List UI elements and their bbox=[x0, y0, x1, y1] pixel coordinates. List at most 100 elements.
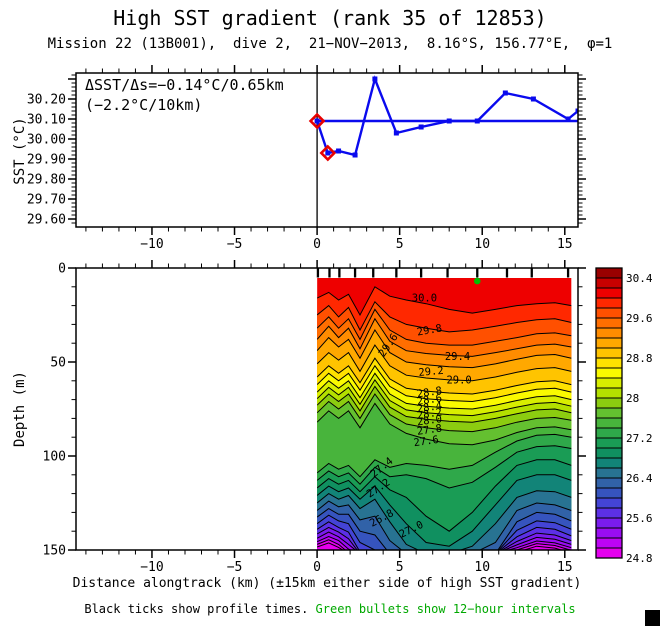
x-tick-label: 10 bbox=[474, 237, 490, 252]
colorbar-cell bbox=[595, 327, 623, 339]
colorbar-label: 24.8 bbox=[626, 552, 653, 565]
caption-green-bullets: Green bullets show 12−hour intervals bbox=[308, 602, 576, 616]
colorbar-cell bbox=[595, 377, 623, 389]
contour-line bbox=[317, 286, 572, 317]
contour-line bbox=[317, 317, 572, 357]
colorbar-cell bbox=[595, 387, 623, 399]
colorbar-cell bbox=[595, 487, 623, 499]
colorbar-frame bbox=[595, 267, 623, 559]
colorbar-label: 25.6 bbox=[626, 512, 653, 525]
colorbar-cell bbox=[595, 277, 623, 289]
contour-line bbox=[317, 526, 572, 550]
y-tick-label: 29.80 bbox=[27, 173, 66, 188]
contour-label: 28.2 bbox=[416, 406, 443, 421]
colorbar-cell bbox=[595, 527, 623, 539]
colorbar-cell bbox=[595, 447, 623, 459]
x-tick-label: 15 bbox=[557, 237, 573, 252]
contour-line bbox=[317, 514, 572, 550]
colorbar-label: 26.4 bbox=[626, 472, 653, 485]
x-tick-label: 5 bbox=[396, 237, 404, 252]
x-tick-label: 15 bbox=[557, 560, 573, 575]
colorbar-cell bbox=[595, 457, 623, 469]
gradient-annotation-line1: ΔSST/Δs=−0.14°C/0.65km bbox=[85, 76, 284, 94]
x-axis-title: Distance alongtrack (km) (±15km either s… bbox=[72, 576, 582, 591]
twelve-hour-bullet bbox=[473, 277, 481, 285]
x-tick-label: 0 bbox=[313, 560, 321, 575]
colorbar-cell bbox=[595, 507, 623, 519]
contour-line bbox=[317, 459, 572, 532]
x-tick-label: 5 bbox=[396, 560, 404, 575]
gradient-annotation-line2: (−2.2°C/10km) bbox=[85, 96, 203, 114]
contour-band bbox=[317, 515, 572, 550]
y-tick-label: 0 bbox=[58, 262, 66, 277]
x-tick-label: −10 bbox=[140, 560, 163, 575]
series-marker bbox=[372, 76, 378, 82]
series-marker bbox=[502, 90, 508, 96]
panel-frame bbox=[75, 72, 579, 228]
colorbar-cell bbox=[595, 477, 623, 489]
y-tick-label: 30.00 bbox=[27, 133, 66, 148]
highlight-diamond bbox=[308, 112, 326, 130]
contour-line bbox=[317, 357, 572, 395]
series-line bbox=[315, 75, 578, 157]
y-tick-label: 29.70 bbox=[27, 193, 66, 208]
contour-line bbox=[317, 474, 572, 547]
contour-label: 28.6 bbox=[416, 392, 443, 407]
colorbar: 30.4 29.6 28.8 28 27.2 26.4 25.6 24.8 bbox=[595, 267, 653, 565]
colorbar-cell bbox=[595, 317, 623, 329]
colorbar-cell bbox=[595, 497, 623, 509]
series-marker bbox=[530, 96, 536, 102]
colorbar-label: 29.6 bbox=[626, 312, 653, 325]
depth-y-axis-title: Depth (m) bbox=[12, 371, 28, 447]
sst-y-axis-title: SST (°C) bbox=[12, 117, 28, 185]
highlight-diamond bbox=[319, 144, 337, 162]
contour-line bbox=[317, 393, 572, 433]
series-marker bbox=[575, 108, 578, 114]
colorbar-cell bbox=[595, 297, 623, 309]
colorbar-cell bbox=[595, 337, 623, 349]
colorbar-label: 30.4 bbox=[626, 272, 653, 285]
series-marker bbox=[325, 150, 331, 156]
contour-label: 29.8 bbox=[416, 322, 443, 338]
colorbar-cell bbox=[595, 427, 623, 439]
contour-line bbox=[317, 531, 572, 550]
series-marker bbox=[446, 118, 452, 124]
contour-label: 29.2 bbox=[418, 365, 444, 379]
contour-line bbox=[317, 490, 572, 550]
page-subtitle: Mission 22 (13B001), dive 2, 21−NOV−2013… bbox=[47, 36, 613, 52]
contour-line bbox=[317, 539, 571, 550]
contour-label: 30.0 bbox=[412, 293, 437, 305]
y-tick-label: 150 bbox=[43, 544, 66, 559]
series-marker bbox=[418, 124, 424, 130]
colorbar-cell bbox=[595, 407, 623, 419]
contour-band bbox=[317, 508, 572, 550]
colorbar-cell bbox=[595, 467, 623, 479]
panel-frame bbox=[75, 267, 579, 551]
colorbar-cell bbox=[595, 517, 623, 529]
contour-line bbox=[317, 364, 572, 403]
y-tick-label: 29.90 bbox=[27, 153, 66, 168]
x-tick-label: −10 bbox=[140, 237, 163, 252]
y-tick-label: 50 bbox=[50, 356, 66, 371]
colorbar-label: 27.2 bbox=[626, 432, 653, 445]
x-tick-label: 10 bbox=[474, 560, 490, 575]
y-tick-label: 30.10 bbox=[27, 113, 66, 128]
x-tick-label: −5 bbox=[227, 560, 243, 575]
contour-label: 29.4 bbox=[445, 351, 470, 363]
figure-caption: Black ticks show profile times. Green bu… bbox=[0, 602, 660, 616]
contour-line bbox=[317, 300, 572, 333]
caption-black-ticks: Black ticks show profile times. bbox=[84, 602, 309, 616]
colorbar-cell bbox=[595, 397, 623, 409]
colorbar-cell bbox=[595, 537, 623, 549]
contour-bands bbox=[317, 277, 572, 550]
contour-label: 27.6 bbox=[413, 434, 440, 449]
colorbar-cell bbox=[595, 437, 623, 449]
colorbar-cell bbox=[595, 347, 623, 359]
y-tick-label: 30.20 bbox=[27, 93, 66, 108]
contour-label: 29.0 bbox=[446, 374, 471, 386]
series-marker bbox=[352, 152, 358, 158]
colorbar-label: 28 bbox=[626, 392, 639, 405]
page-title: High SST gradient (rank 35 of 12853) bbox=[113, 6, 547, 30]
y-tick-label: 100 bbox=[43, 450, 66, 465]
contour-line bbox=[317, 521, 572, 550]
